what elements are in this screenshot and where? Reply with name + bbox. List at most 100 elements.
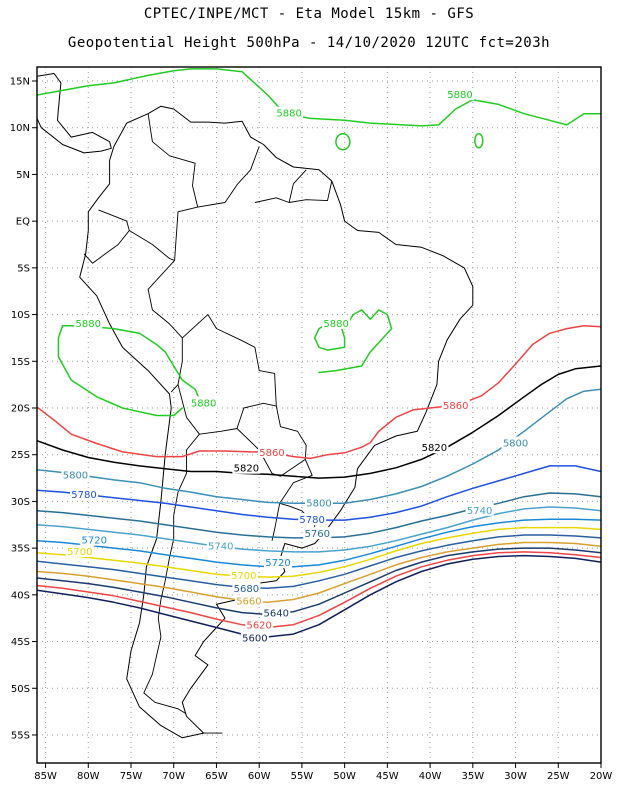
country-border bbox=[143, 433, 200, 714]
contour-label-5720: 5720 bbox=[82, 536, 107, 547]
lon-tick-label: 60W bbox=[248, 771, 271, 782]
lat-tick-label: 15S bbox=[11, 357, 30, 368]
contour-label-bg bbox=[245, 618, 274, 631]
contour-labels: 5880 588058805880588058605860582058205800… bbox=[61, 88, 530, 645]
contour-label-bg bbox=[70, 487, 98, 500]
lon-tick-label: 45W bbox=[376, 771, 399, 782]
lat-tick-label: 20S bbox=[11, 403, 30, 414]
country-border bbox=[271, 503, 281, 541]
lon-tick-label: 30W bbox=[504, 771, 527, 782]
contour-5860 bbox=[37, 325, 601, 460]
contour-label-5740: 5740 bbox=[208, 541, 233, 552]
lon-tick-label: 75W bbox=[120, 771, 143, 782]
contour-5820 bbox=[37, 365, 601, 479]
contour-label-bg bbox=[189, 396, 218, 409]
contour-5640 bbox=[37, 547, 601, 616]
contour-5660 bbox=[37, 541, 601, 604]
contour-label-5720: 5720 bbox=[265, 558, 290, 569]
central-america-coastline bbox=[37, 73, 112, 154]
caribbean-island bbox=[135, 36, 186, 53]
lon-tick-label: 25W bbox=[547, 771, 570, 782]
contour-label-bg bbox=[303, 527, 332, 540]
contour-5680 bbox=[37, 534, 601, 590]
contour-label-5780: 5780 bbox=[299, 515, 324, 526]
country-border bbox=[288, 169, 307, 203]
contour-label-bg bbox=[305, 496, 333, 509]
lon-tick-label: 35W bbox=[462, 771, 485, 782]
contour-label-5820: 5820 bbox=[234, 464, 259, 475]
contour-label-bg bbox=[298, 513, 327, 526]
contour-label-5860: 5860 bbox=[443, 401, 468, 412]
contour-5600 bbox=[37, 554, 601, 638]
contour-ring-5880 bbox=[335, 132, 351, 151]
contour-label-bg bbox=[232, 461, 261, 474]
lon-tick-label: 70W bbox=[162, 771, 185, 782]
contour-label-5860: 5860 bbox=[259, 448, 284, 459]
contour-label-bg bbox=[275, 106, 304, 119]
contour-label-bg bbox=[262, 606, 291, 619]
contour-label-bg bbox=[465, 503, 494, 516]
lat-tick-label: 40S bbox=[11, 590, 30, 601]
contour-label-bg bbox=[240, 631, 269, 644]
contour-5780 bbox=[37, 465, 601, 521]
country-border bbox=[147, 113, 199, 261]
contour-label-5620: 5620 bbox=[246, 621, 271, 632]
contour-5700 bbox=[37, 526, 601, 578]
contour-label-5680: 5680 bbox=[234, 584, 259, 595]
contour-label-5880: 5880 bbox=[447, 90, 472, 101]
contour-label-5780: 5780 bbox=[71, 490, 96, 501]
contour-ring-5880 bbox=[474, 133, 484, 149]
contour-label-5880: 5880 bbox=[191, 398, 216, 409]
lat-tick-label: 10S bbox=[11, 310, 30, 321]
lat-tick-label: 5S bbox=[17, 263, 30, 274]
lon-tick-label: 40W bbox=[419, 771, 442, 782]
lon-tick-label: 80W bbox=[77, 771, 100, 782]
contour-label-5800: 5800 bbox=[503, 438, 528, 449]
country-border bbox=[83, 209, 130, 264]
axis-ticks: 15N 10N 5N EQ 5S 10S 15S 20S 25S 30S 35S 40S 45S 50S 5… bbox=[10, 77, 613, 782]
lon-tick-label: 55W bbox=[291, 771, 314, 782]
contour-5620 bbox=[37, 551, 601, 629]
lat-lon-grid bbox=[37, 67, 601, 763]
country-border bbox=[254, 180, 333, 203]
map-title-line1: CPTEC/INPE/MCT - Eta Model 15km - GFS bbox=[143, 6, 475, 22]
contour-label-bg bbox=[229, 569, 258, 582]
lat-tick-label: 15N bbox=[10, 77, 30, 88]
lat-tick-label: 55S bbox=[11, 730, 30, 741]
country-border bbox=[129, 230, 183, 393]
contour-label-bg bbox=[234, 594, 263, 607]
contour-label-5880: 5880 bbox=[76, 319, 101, 330]
lon-tick-label: 85W bbox=[34, 771, 57, 782]
contour-label-5600: 5600 bbox=[242, 634, 267, 645]
contour-label-5660: 5660 bbox=[236, 596, 261, 607]
contour-label-5640: 5640 bbox=[264, 609, 289, 620]
south-america-coastline bbox=[79, 105, 474, 739]
contour-label-bg bbox=[206, 539, 235, 552]
contour-label-bg bbox=[61, 468, 90, 481]
lat-tick-label: 25S bbox=[11, 450, 30, 461]
contour-5720 bbox=[37, 518, 601, 568]
contour-lines bbox=[37, 68, 601, 638]
lat-tick-label: 10N bbox=[10, 123, 30, 134]
contour-5740 bbox=[37, 506, 601, 553]
lat-tick-label: 45S bbox=[11, 637, 30, 648]
contour-label-5740: 5740 bbox=[467, 506, 492, 517]
contour-label-5880: 5880 bbox=[323, 319, 348, 330]
contour-label-bg bbox=[446, 88, 474, 101]
map-frame bbox=[36, 66, 602, 764]
contour-label-5700: 5700 bbox=[231, 571, 256, 582]
contour-5880 bbox=[318, 309, 393, 374]
contour-label-5800: 5800 bbox=[306, 498, 331, 509]
contour-5880 bbox=[57, 325, 184, 417]
country-border bbox=[177, 314, 277, 435]
contour-label-5700: 5700 bbox=[67, 547, 92, 558]
contour-label-bg bbox=[65, 544, 94, 557]
contour-label-bg bbox=[322, 316, 351, 329]
contour-label-bg bbox=[501, 436, 530, 449]
contour-label-bg bbox=[420, 441, 449, 454]
contour-label-bg bbox=[441, 399, 470, 412]
contour-label-bg bbox=[80, 533, 109, 546]
contour-label-bg bbox=[258, 445, 286, 458]
lat-tick-label: 5N bbox=[16, 170, 30, 181]
